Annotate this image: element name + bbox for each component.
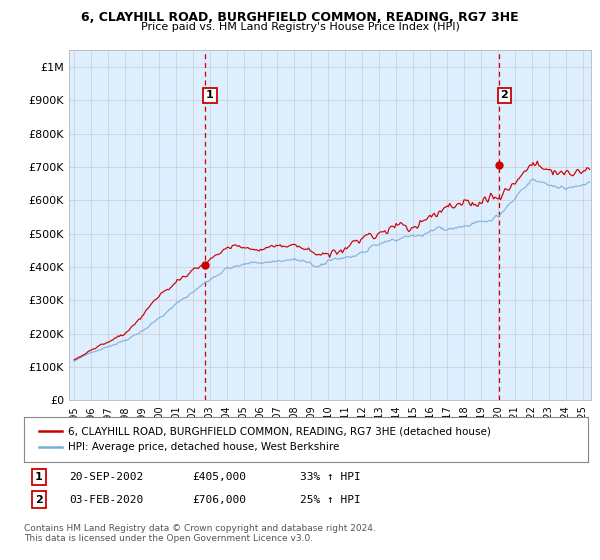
Legend: 6, CLAYHILL ROAD, BURGHFIELD COMMON, READING, RG7 3HE (detached house), HPI: Ave: 6, CLAYHILL ROAD, BURGHFIELD COMMON, REA… bbox=[35, 423, 495, 456]
Text: 20-SEP-2002: 20-SEP-2002 bbox=[69, 472, 143, 482]
Text: 1: 1 bbox=[206, 90, 214, 100]
Text: 6, CLAYHILL ROAD, BURGHFIELD COMMON, READING, RG7 3HE: 6, CLAYHILL ROAD, BURGHFIELD COMMON, REA… bbox=[81, 11, 519, 24]
Text: 03-FEB-2020: 03-FEB-2020 bbox=[69, 494, 143, 505]
Text: 2: 2 bbox=[500, 90, 508, 100]
Text: 25% ↑ HPI: 25% ↑ HPI bbox=[300, 494, 361, 505]
Text: £706,000: £706,000 bbox=[192, 494, 246, 505]
Text: 2: 2 bbox=[35, 494, 43, 505]
Text: 1: 1 bbox=[35, 472, 43, 482]
Text: Contains HM Land Registry data © Crown copyright and database right 2024.
This d: Contains HM Land Registry data © Crown c… bbox=[24, 524, 376, 543]
Text: £405,000: £405,000 bbox=[192, 472, 246, 482]
Text: Price paid vs. HM Land Registry's House Price Index (HPI): Price paid vs. HM Land Registry's House … bbox=[140, 22, 460, 32]
Text: 33% ↑ HPI: 33% ↑ HPI bbox=[300, 472, 361, 482]
